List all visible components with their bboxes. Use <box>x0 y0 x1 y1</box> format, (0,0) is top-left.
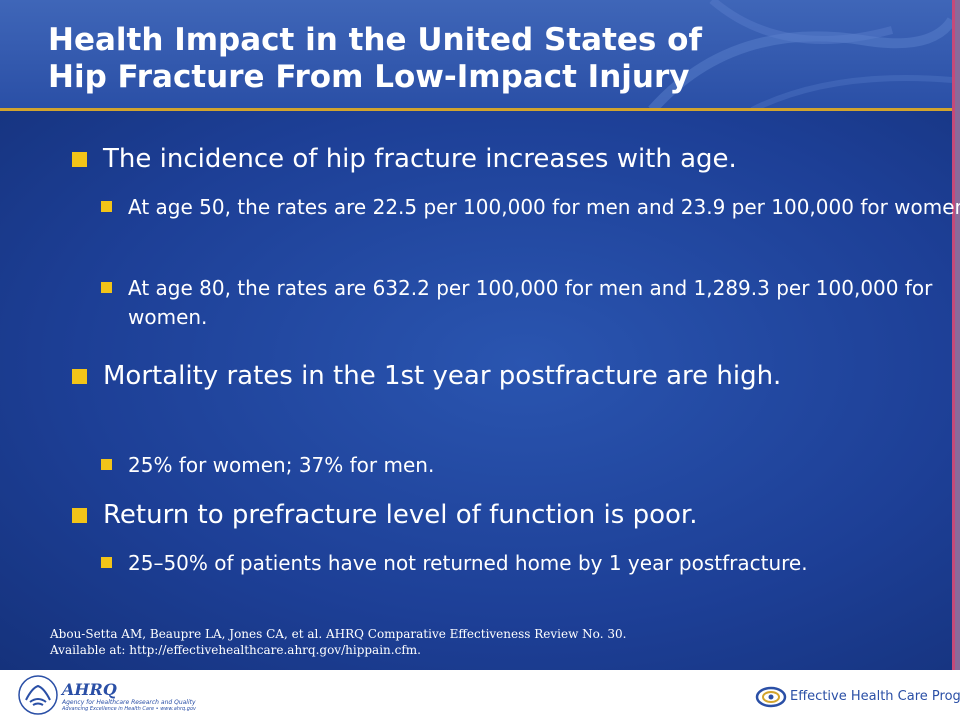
bullet-text: The incidence of hip fracture increases … <box>103 144 737 174</box>
content-panel <box>0 111 952 670</box>
sub-bullet-marker <box>101 282 112 293</box>
slide-title: Health Impact in the United States of Hi… <box>48 22 702 95</box>
ehc-swirl-icon <box>755 686 787 708</box>
hhs-eagle-icon <box>18 675 58 715</box>
title-bar: Health Impact in the United States of Hi… <box>0 0 952 110</box>
sub-bullet-text: At age 80, the rates are 632.2 per 100,0… <box>128 276 933 329</box>
ahrq-tagline: Advancing Excellence in Health Care • ww… <box>62 706 196 712</box>
right-edge-stripe <box>952 0 960 670</box>
sub-bullet-text: 25% for women; 37% for men. <box>128 453 435 477</box>
sub-bullet-marker <box>101 557 112 568</box>
bullet-marker <box>72 152 87 167</box>
sub-bullet-text: 25–50% of patients have not returned hom… <box>128 551 808 575</box>
title-underline <box>0 108 952 111</box>
citation: Abou-Setta AM, Beaupre LA, Jones CA, et … <box>50 626 770 658</box>
sub-bullet-marker <box>101 459 112 470</box>
program-name: Effective Health Care Program <box>790 689 960 704</box>
bullet-text: Return to prefracture level of function … <box>103 500 698 530</box>
citation-line: Abou-Setta AM, Beaupre LA, Jones CA, et … <box>50 627 627 641</box>
footer <box>0 670 960 720</box>
header-swirl-decoration <box>648 0 952 110</box>
sub-bullet-text: At age 50, the rates are 22.5 per 100,00… <box>128 195 960 219</box>
citation-url: Available at: http://effectivehealthcare… <box>50 643 421 657</box>
bullet-marker <box>72 369 87 384</box>
bullet-marker <box>72 508 87 523</box>
ahrq-wordmark: AHRQ <box>62 680 117 699</box>
ahrq-agency-name: Agency for Healthcare Research and Quali… <box>62 699 196 706</box>
ahrq-logo: AHRQ Agency for Healthcare Research and … <box>62 680 196 714</box>
sub-bullet-marker <box>101 201 112 212</box>
bullet-text: Mortality rates in the 1st year postfrac… <box>103 361 782 391</box>
